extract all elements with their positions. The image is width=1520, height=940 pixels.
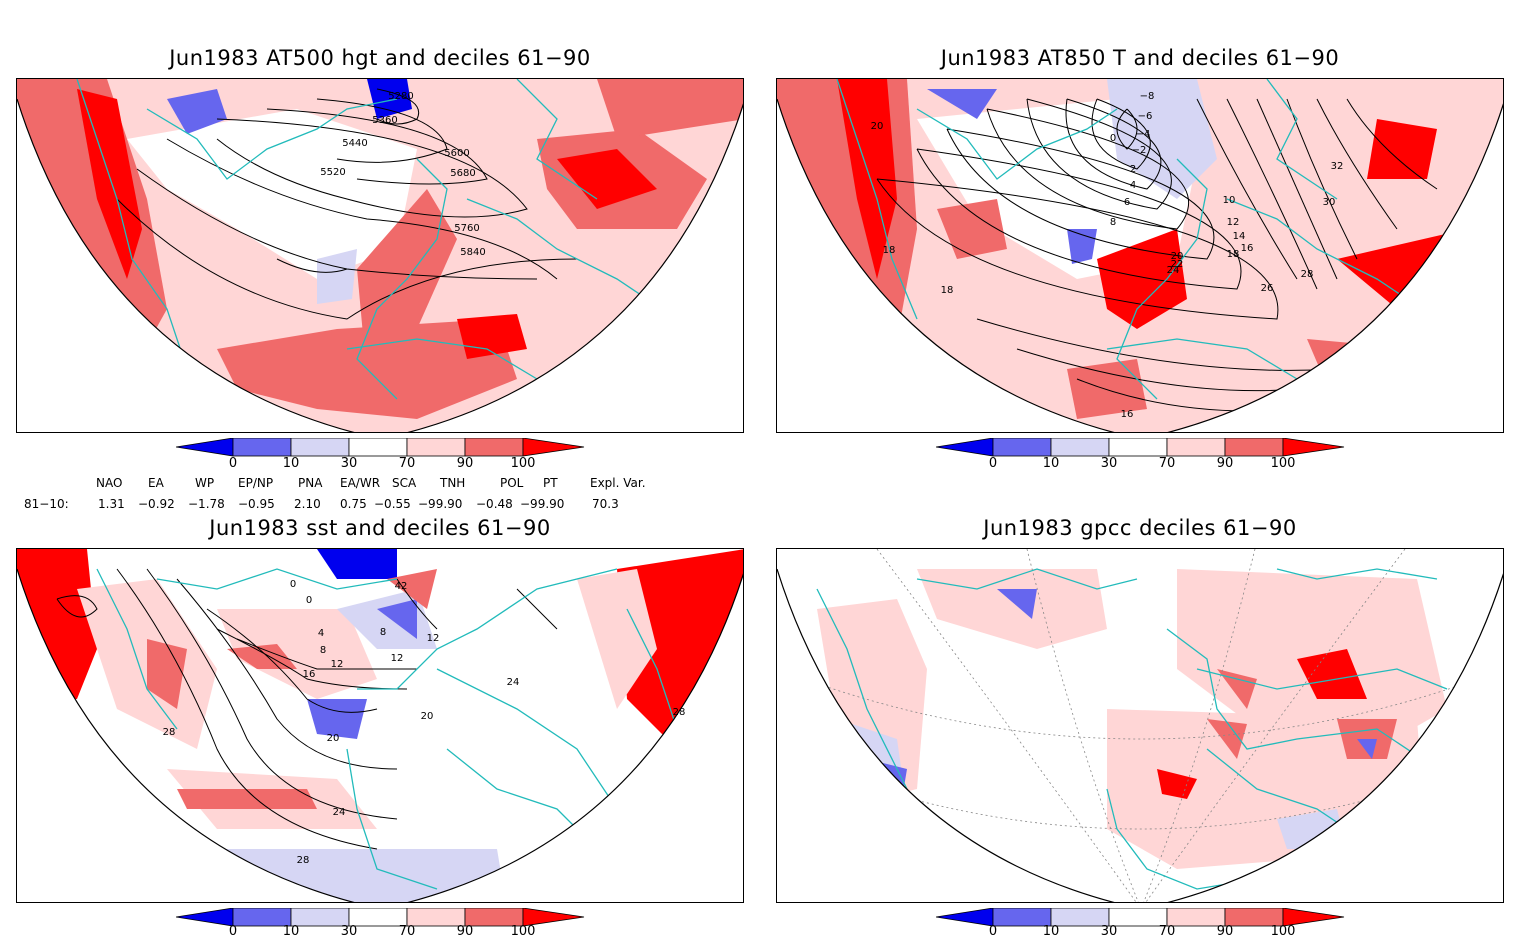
map-panel-hgt500: 5280 5360 5440 5520 5600 5680 5760 5840 <box>16 78 744 433</box>
svg-text:12: 12 <box>1227 217 1240 228</box>
contour-label: 5680 <box>450 168 475 179</box>
contour-label: 5360 <box>372 115 397 126</box>
svg-text:8: 8 <box>380 627 386 638</box>
contour-label: 5600 <box>444 148 469 159</box>
svg-text:8: 8 <box>320 645 326 656</box>
svg-text:18: 18 <box>1227 249 1240 260</box>
colorbar-sst: 0 10 30 70 90 100 <box>175 907 586 940</box>
colorbar-t850: 0 10 30 70 90 100 <box>935 437 1346 474</box>
svg-text:32: 32 <box>1331 161 1344 172</box>
contour-label: 5760 <box>454 223 479 234</box>
svg-text:28: 28 <box>673 707 686 718</box>
svg-text:10: 10 <box>1223 195 1236 206</box>
panel-title-gpcc: Jun1983 gpcc deciles 61−90 <box>983 516 1297 540</box>
svg-text:−8: −8 <box>1140 91 1155 102</box>
svg-text:20: 20 <box>421 711 434 722</box>
svg-text:18: 18 <box>883 245 896 256</box>
contour-label: 5440 <box>342 138 367 149</box>
contour-label: 5520 <box>320 167 345 178</box>
map-panel-sst: 0 0 4 8 8 12 12 16 20 20 24 24 28 28 28 … <box>16 548 744 903</box>
svg-text:26: 26 <box>1261 283 1274 294</box>
svg-text:28: 28 <box>297 855 310 866</box>
svg-text:8: 8 <box>1110 217 1116 228</box>
svg-text:28: 28 <box>163 727 176 738</box>
svg-text:4: 4 <box>318 628 324 639</box>
contour-label: 5280 <box>388 91 413 102</box>
svg-text:2: 2 <box>1130 164 1136 175</box>
svg-text:16: 16 <box>1121 409 1134 420</box>
svg-text:0: 0 <box>290 579 296 590</box>
map-panel-t850: −8 −6 −4 −2 0 2 4 6 8 10 12 14 16 18 20 … <box>776 78 1504 433</box>
svg-text:24: 24 <box>333 807 346 818</box>
svg-text:0: 0 <box>1110 133 1116 144</box>
panel-title-hgt500: Jun1983 AT500 hgt and deciles 61−90 <box>169 46 591 70</box>
colorbar-swatches <box>175 437 585 457</box>
svg-text:16: 16 <box>303 669 316 680</box>
svg-text:16: 16 <box>1241 243 1254 254</box>
panel-title-sst: Jun1983 sst and deciles 61−90 <box>209 516 551 540</box>
svg-text:42: 42 <box>395 581 408 592</box>
svg-text:20: 20 <box>1171 251 1184 262</box>
contour-label: 5840 <box>460 247 485 258</box>
map-panel-gpcc <box>776 548 1504 903</box>
colorbar-hgt500: 0 10 30 70 90 100 <box>175 437 586 474</box>
svg-text:24: 24 <box>507 677 520 688</box>
svg-text:22: 22 <box>1171 259 1184 270</box>
svg-text:12: 12 <box>427 633 440 644</box>
svg-text:−6: −6 <box>1138 111 1153 122</box>
svg-text:0: 0 <box>306 595 312 606</box>
svg-text:14: 14 <box>1233 231 1246 242</box>
svg-text:−4: −4 <box>1136 129 1151 140</box>
svg-text:12: 12 <box>391 653 404 664</box>
svg-text:18: 18 <box>941 285 954 296</box>
colorbar-gpcc: 0 10 30 70 90 100 <box>935 907 1346 940</box>
svg-text:12: 12 <box>331 659 344 670</box>
svg-text:28: 28 <box>1301 269 1314 280</box>
svg-text:20: 20 <box>327 733 340 744</box>
svg-text:20: 20 <box>871 121 884 132</box>
svg-text:24: 24 <box>1167 265 1180 276</box>
svg-text:4: 4 <box>1130 180 1136 191</box>
svg-text:−2: −2 <box>1132 145 1147 156</box>
svg-text:30: 30 <box>1323 197 1336 208</box>
panel-title-t850: Jun1983 AT850 T and deciles 61−90 <box>940 46 1340 70</box>
svg-text:6: 6 <box>1124 197 1130 208</box>
